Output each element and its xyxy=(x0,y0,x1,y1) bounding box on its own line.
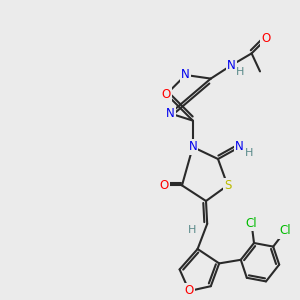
Text: N: N xyxy=(235,140,244,154)
Text: H: H xyxy=(236,68,244,77)
Text: H: H xyxy=(244,148,253,158)
Text: H: H xyxy=(188,225,196,235)
Text: Cl: Cl xyxy=(279,224,291,238)
Text: N: N xyxy=(181,68,190,82)
Text: O: O xyxy=(162,88,171,101)
Text: S: S xyxy=(224,179,231,192)
Text: Cl: Cl xyxy=(246,217,257,230)
Text: O: O xyxy=(184,284,194,298)
Text: N: N xyxy=(227,59,236,72)
Text: N: N xyxy=(166,107,174,120)
Text: N: N xyxy=(188,140,197,154)
Text: O: O xyxy=(159,179,169,192)
Text: O: O xyxy=(261,32,271,46)
